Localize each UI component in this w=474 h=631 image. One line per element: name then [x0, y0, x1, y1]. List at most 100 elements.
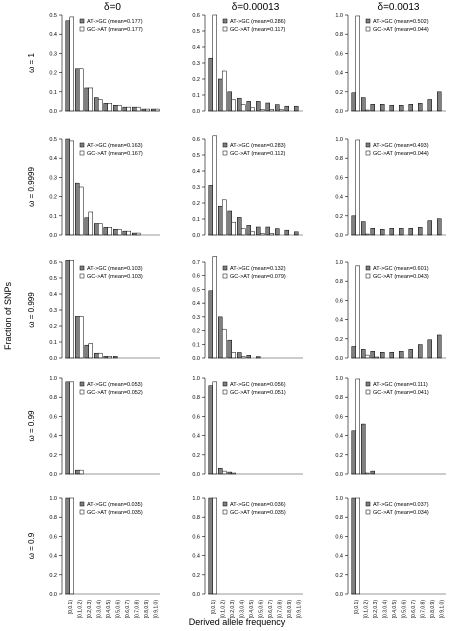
bar-at-gc — [237, 97, 242, 112]
bar-at-gc — [351, 92, 357, 112]
bar-gc-at — [365, 354, 370, 359]
x-tick-label: [0.3,0.4) — [382, 600, 388, 619]
x-tick-label: [0.5,0.6) — [115, 600, 121, 619]
bar-at-gc — [370, 470, 376, 475]
bar-at-gc — [265, 102, 271, 112]
x-tick-label: [0.8,0.9) — [287, 600, 293, 619]
panel-0-1: 0.0 0.1 0.2 0.3 0.4 0.5 0.6 AT->GC (mean=0.286)… — [192, 13, 303, 115]
bar-gc-at — [107, 103, 112, 112]
y-tick-label: 0.6 — [335, 534, 343, 540]
y-tick-label: 0.4 — [335, 434, 343, 440]
bar-at-gc — [418, 227, 423, 236]
row-labels: ω = 1 ω = 0.9999 ω = 0.999 ω = 0.99 ω = … — [27, 53, 36, 560]
y-tick-label: 0.2 — [49, 324, 57, 330]
y-tick-label: 1.0 — [335, 260, 343, 266]
bar-at-gc — [437, 91, 442, 112]
y-tick-label: 1.0 — [49, 496, 57, 502]
y-tick-label: 0.6 — [192, 534, 200, 540]
y-tick-label: 1.0 — [335, 376, 343, 382]
legend-entry: AT->GC (mean=0.103) — [87, 266, 143, 272]
y-tick-label: 0.0 — [335, 472, 343, 478]
legend-entry: AT->GC (mean=0.286) — [230, 19, 286, 25]
x-tick-label: [0.7,0.8) — [277, 600, 283, 619]
panel-4-1: 0.0 0.2 0.4 0.6 0.8 1.0 AT->GC (mean=0.036) GC-… — [192, 496, 303, 618]
legend-swatch — [365, 501, 371, 507]
legend-entry: GC->AT (mean=0.034) — [373, 510, 429, 516]
panel-0-2: 0.0 0.2 0.4 0.6 0.8 1.0 AT->GC (mean=0.502) GC-… — [335, 13, 446, 115]
y-tick-label: 0.1 — [49, 90, 57, 96]
bar-at-gc — [437, 218, 442, 236]
legend-entry: GC->AT (mean=0.051) — [230, 390, 286, 396]
y-tick-label: 0.4 — [335, 554, 343, 560]
bar-at-gc — [370, 228, 376, 236]
legend-entry: GC->AT (mean=0.167) — [87, 151, 143, 157]
x-tick-label: [0.4,0.5) — [249, 600, 255, 619]
y-tick-label: 0.8 — [192, 515, 200, 521]
legend-swatch — [365, 381, 371, 387]
y-tick-label: 1.0 — [335, 496, 343, 502]
bar-gc-at — [260, 109, 265, 112]
bar-gc-at — [117, 228, 122, 236]
y-tick-label: 0.0 — [192, 109, 200, 115]
legend-swatch — [222, 389, 228, 395]
bar-at-gc — [65, 260, 71, 359]
y-tick-label: 0.4 — [49, 156, 57, 162]
bar-at-gc — [399, 351, 404, 359]
bar-gc-at — [69, 497, 74, 595]
bar-at-gc — [389, 351, 395, 359]
bar-at-gc — [84, 344, 90, 359]
x-tick-label: [0,0.1) — [211, 600, 217, 615]
bar-at-gc — [408, 349, 414, 359]
bar-at-gc — [408, 228, 414, 236]
bar-at-gc — [389, 228, 395, 236]
bar-gc-at — [212, 256, 217, 359]
legend-entry: GC->AT (mean=0.043) — [373, 274, 429, 280]
bar-at-gc — [103, 356, 109, 359]
y-tick-label: 1.0 — [335, 137, 343, 143]
legend-entry: GC->AT (mean=0.041) — [373, 390, 429, 396]
panel-0-0: 0.0 0.1 0.2 0.3 0.4 0.5 AT->GC (mean=0.177) GC-… — [49, 13, 160, 115]
legend-entry: AT->GC (mean=0.036) — [230, 502, 286, 508]
y-tick-label: 0.8 — [49, 395, 57, 401]
bar-gc-at — [279, 109, 284, 112]
bar-at-gc — [380, 351, 385, 359]
y-tick-label: 0.2 — [335, 90, 343, 96]
y-tick-label: 0.2 — [192, 453, 200, 459]
bar-gc-at — [69, 16, 74, 112]
y-tick-label: 0.6 — [335, 298, 343, 304]
legend-entry: AT->GC (mean=0.601) — [373, 266, 429, 272]
bar-at-gc — [218, 316, 223, 359]
legend-swatch — [79, 389, 85, 395]
column-headers: δ=0 δ=0.00013 δ=0.0013 — [104, 2, 420, 13]
bar-gc-at — [231, 99, 236, 112]
x-tick-label: [0.9,1.0) — [439, 600, 445, 619]
bar-gc-at — [355, 139, 360, 236]
y-tick-label: 0.1 — [49, 340, 57, 346]
y-tick-label: 0.0 — [335, 233, 343, 239]
bar-gc-at — [69, 260, 74, 359]
legend-entry: AT->GC (mean=0.163) — [87, 143, 143, 149]
y-tick-label: 0.4 — [49, 292, 57, 298]
y-tick-label: 0.4 — [335, 195, 343, 201]
bar-gc-at — [136, 106, 141, 112]
bar-gc-at — [98, 352, 103, 359]
y-tick-label: 0.8 — [192, 395, 200, 401]
bar-at-gc — [389, 104, 395, 112]
bar-gc-at — [126, 230, 131, 236]
bar-gc-at — [212, 497, 217, 595]
bar-gc-at — [88, 343, 93, 359]
panel-1-1: 0.0 0.1 0.2 0.3 0.4 0.5 0.6 AT->GC (mean=0.283)… — [192, 135, 303, 239]
y-tick-label: 0.8 — [335, 395, 343, 401]
legend-swatch — [79, 265, 85, 271]
bar-at-gc — [361, 221, 366, 236]
bar-at-gc — [227, 471, 232, 475]
y-tick-label: 0.3 — [49, 308, 57, 314]
legend-entry: GC->AT (mean=0.112) — [230, 151, 285, 157]
y-tick-label: 0.4 — [192, 301, 200, 307]
y-tick-label: 0.3 — [49, 175, 57, 181]
y-tick-label: 0.2 — [192, 77, 200, 83]
y-tick-label: 0.5 — [49, 137, 57, 143]
bar-at-gc — [103, 227, 109, 236]
y-tick-label: 0.8 — [335, 515, 343, 521]
legend-swatch — [365, 273, 371, 279]
